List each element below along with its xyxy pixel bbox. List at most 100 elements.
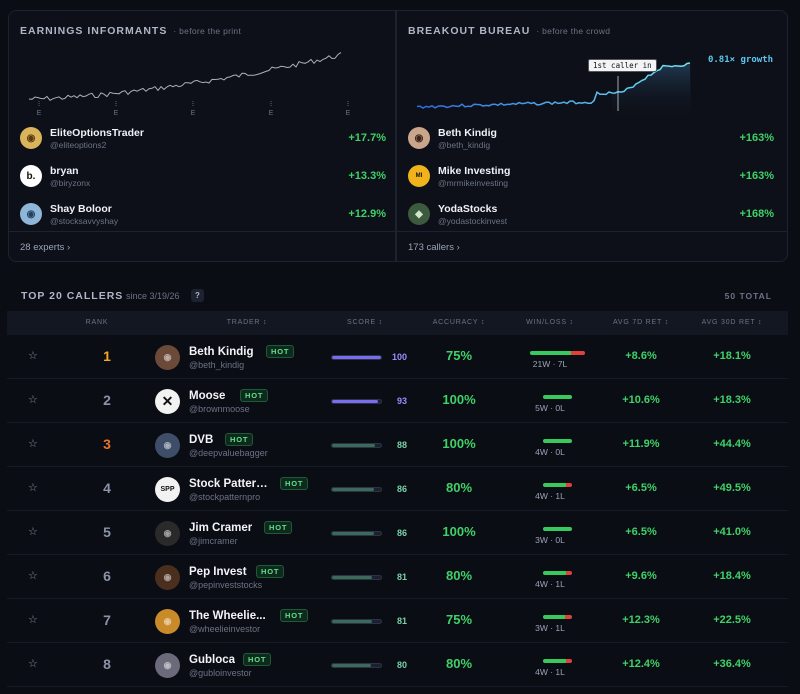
win-segment — [543, 571, 567, 575]
callers-link[interactable]: 173 callers › — [408, 242, 460, 253]
star-icon[interactable]: ☆ — [28, 570, 38, 582]
star-icon[interactable]: ☆ — [28, 614, 38, 626]
avatar: ✕ — [155, 389, 180, 414]
column-header-win-loss[interactable]: WIN/LOSS ↕ — [526, 319, 574, 326]
trader-handle: @gubloinvestor — [189, 668, 252, 678]
table-row[interactable]: ☆ 6 ◉ Pep Invest HOT @pepinveststocks 81 80% 4W … — [7, 555, 788, 599]
star-icon[interactable]: ☆ — [28, 526, 38, 538]
first-caller-tooltip: 1st caller in — [588, 59, 657, 72]
win-segment — [543, 527, 572, 531]
return-value: +13.3% — [348, 170, 386, 182]
column-header-score[interactable]: SCORE ↕ — [347, 319, 383, 326]
score-bar — [331, 355, 382, 360]
earnings-marker-label: E — [114, 110, 119, 117]
column-header-avg-7d-ret[interactable]: AVG 7D RET ↕ — [612, 319, 670, 326]
win-loss-bar — [543, 439, 572, 443]
avatar: ◉ — [20, 203, 42, 225]
star-icon[interactable]: ☆ — [28, 350, 38, 362]
table-row[interactable]: ☆ 5 ◉ Jim Cramer HOT @jimcramer 86 100% 3W · 0L +… — [7, 511, 788, 555]
list-item[interactable]: b. bryan @biryzonx +13.3% — [20, 161, 386, 199]
trader-name[interactable]: Gubloca — [189, 654, 236, 666]
return-value: +168% — [739, 208, 774, 220]
hot-badge: HOT — [256, 565, 285, 578]
earnings-marker-label: E — [37, 110, 42, 117]
star-icon[interactable]: ☆ — [28, 658, 38, 670]
rank-value: 3 — [103, 436, 111, 452]
list-item[interactable]: ◆ YodaStocks @yodastockinvest +168% — [408, 199, 774, 237]
help-icon[interactable]: ? — [191, 289, 204, 302]
win-loss-bar — [543, 571, 572, 575]
list-item[interactable]: ◉ EliteOptionsTrader @eliteoptions2 +17.… — [20, 123, 386, 161]
table-row[interactable]: ☆ 4 SPP Stock Pattern... HOT @stockpatternpro… — [7, 467, 788, 511]
panel-footer[interactable]: 28 experts › — [9, 231, 395, 261]
column-header-trader[interactable]: TRADER ↕ — [226, 319, 268, 326]
table-row[interactable]: ☆ 3 ◉ DVB HOT @deepvaluebagger 88 100% 4W · 0L +1… — [7, 423, 788, 467]
win-segment — [530, 351, 572, 355]
hot-badge: HOT — [280, 477, 309, 490]
score-value: 81 — [396, 616, 407, 626]
return-value: +163% — [739, 170, 774, 182]
earnings-informants-panel: EARNINGS INFORMANTS · before the print E E… — [8, 10, 396, 262]
avatar: ◉ — [20, 127, 42, 149]
score-bar — [331, 663, 382, 668]
score-bar-fill — [332, 664, 372, 667]
avatar: ◉ — [155, 433, 180, 458]
panel-title: EARNINGS INFORMANTS · before the print — [20, 25, 242, 37]
avatar: ◉ — [155, 345, 180, 370]
trader-handle: @eliteoptions2 — [50, 140, 107, 150]
growth-label: 0.81× growth — [707, 55, 773, 65]
trader-handle: @jimcramer — [189, 536, 238, 546]
score-bar-fill — [332, 576, 372, 579]
hot-badge: HOT — [243, 653, 272, 666]
rank-value: 6 — [103, 568, 111, 584]
trader-name[interactable]: DVB — [189, 434, 214, 446]
experts-link[interactable]: 28 experts › — [20, 242, 71, 253]
table-row[interactable]: ☆ 8 ◉ Gubloca HOT @gubloinvestor 80 80% 4W · 1L +… — [7, 643, 788, 687]
column-header-accuracy[interactable]: ACCURACY ↕ — [432, 319, 486, 326]
score-value: 80 — [396, 660, 407, 670]
win-loss-bar — [543, 659, 572, 663]
score-bar-fill — [332, 532, 375, 535]
list-item[interactable]: MI Mike Investing @mrmikeinvesting +163% — [408, 161, 774, 199]
star-icon[interactable]: ☆ — [28, 438, 38, 450]
star-icon[interactable]: ☆ — [28, 482, 38, 494]
score-bar — [331, 575, 382, 580]
rank-value: 1 — [103, 348, 111, 364]
column-header-rank[interactable]: RANK — [85, 319, 109, 326]
return-value: +163% — [739, 132, 774, 144]
avatar: ◆ — [408, 203, 430, 225]
win-loss-bar — [543, 395, 572, 399]
trader-handle: @stockpatternpro — [189, 492, 261, 502]
star-icon[interactable]: ☆ — [28, 394, 38, 406]
trader-name: Beth Kindig — [438, 127, 497, 139]
score-bar — [331, 487, 382, 492]
loss-segment — [571, 351, 585, 355]
list-item[interactable]: ◉ Beth Kindig @beth_kindig +163% — [408, 123, 774, 161]
trader-name[interactable]: Pep Invest — [189, 566, 247, 578]
trader-handle: @beth_kindig — [438, 140, 491, 150]
trader-handle: @biryzonx — [50, 178, 91, 188]
trader-name[interactable]: The Wheelie... — [189, 610, 266, 622]
list-item[interactable]: ◉ Shay Boloor @stocksavvyshay +12.9% — [20, 199, 386, 237]
win-segment — [543, 659, 567, 663]
score-bar-fill — [332, 356, 381, 359]
section-since: since 3/19/26 — [126, 291, 180, 301]
loss-segment — [566, 571, 572, 575]
rank-value: 7 — [103, 612, 111, 628]
trader-name: Shay Boloor — [50, 203, 112, 215]
trader-name[interactable]: Beth Kindig — [189, 346, 254, 358]
earnings-marker-label: E — [269, 110, 274, 117]
table-row[interactable]: ☆ 1 ◉ Beth Kindig HOT @beth_kindig 100 75% 21W ·… — [7, 335, 788, 379]
score-value: 93 — [396, 396, 407, 406]
score-value: 86 — [396, 528, 407, 538]
score-bar — [331, 619, 382, 624]
table-row[interactable]: ☆ 7 ◉ The Wheelie... HOT @wheelieinvestor 81 75… — [7, 599, 788, 643]
column-header-avg-30d-ret[interactable]: AVG 30D RET ↕ — [701, 319, 763, 326]
hot-badge: HOT — [264, 521, 293, 534]
table-row[interactable]: ☆ 2 ✕ Moose HOT @brownmoose 93 100% 5W · 0L +10.6… — [7, 379, 788, 423]
trader-name[interactable]: Stock Pattern... — [189, 478, 269, 490]
trader-name[interactable]: Moose — [189, 390, 226, 402]
panel-footer[interactable]: 173 callers › — [397, 231, 787, 261]
trader-name[interactable]: Jim Cramer — [189, 522, 253, 534]
